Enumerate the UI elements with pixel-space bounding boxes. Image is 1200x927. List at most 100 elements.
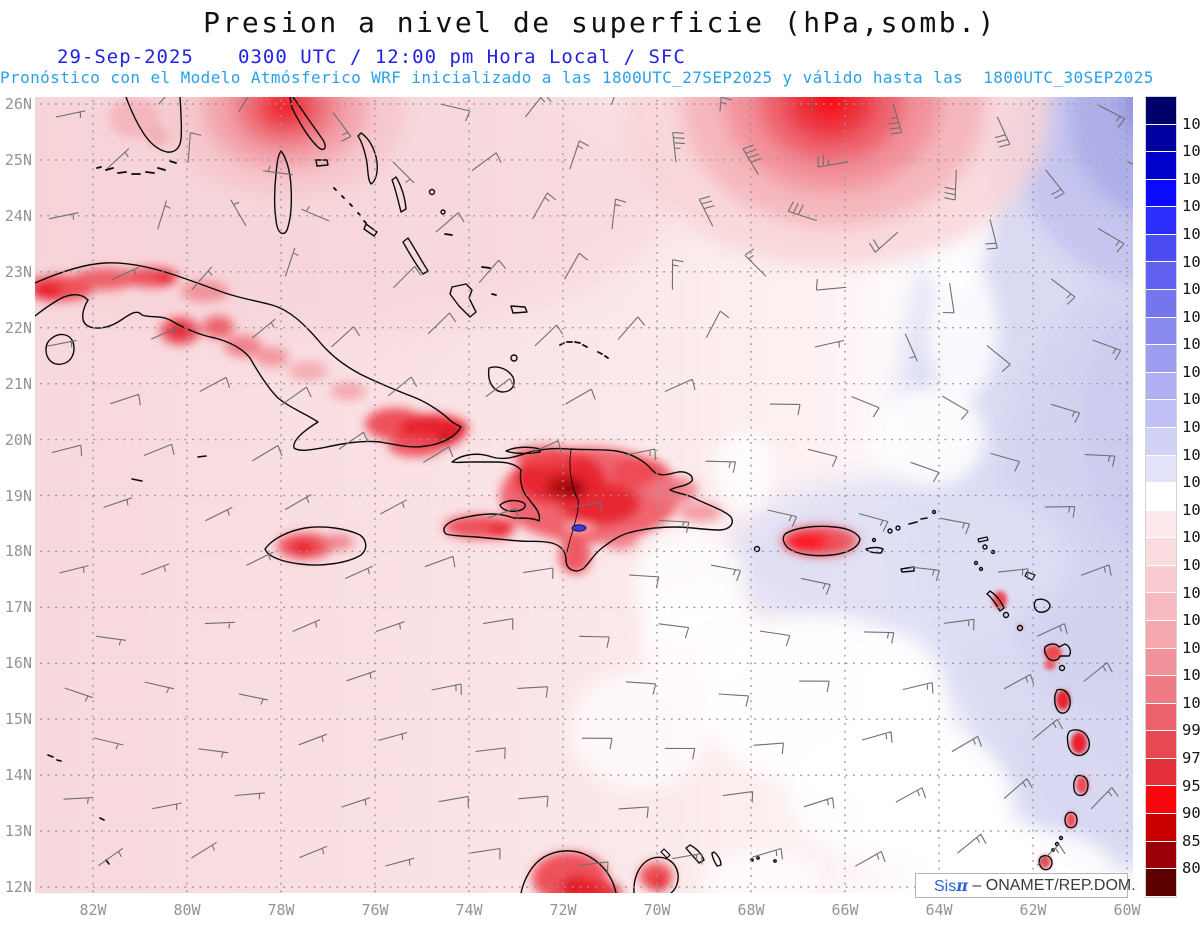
colorbar-tick-label: 970: [1182, 749, 1200, 768]
sispi-logo-text: Sis: [934, 877, 957, 895]
colorbar-tick-label: 1025: [1182, 252, 1200, 271]
colorbar-swatch: [1146, 372, 1176, 401]
colorbar-tick-label: 1004: [1182, 638, 1200, 657]
colorbar-tick-label: 950: [1182, 776, 1200, 795]
colorbar-swatch: [1146, 234, 1176, 263]
wind-barbs: [47, 97, 1133, 873]
lat-label: 21N: [4, 374, 32, 393]
lon-label: 62W: [1019, 901, 1047, 919]
lat-label: 20N: [4, 430, 32, 449]
lat-label: 17N: [4, 598, 32, 617]
colorbar-swatch: [1146, 345, 1176, 373]
pressure-colorbar: [1145, 96, 1177, 898]
lat-label: 22N: [4, 318, 32, 337]
coastlines: [35, 97, 1095, 893]
colorbar-tick-label: 1035: [1182, 169, 1200, 188]
colorbar-tick-label: 1020: [1182, 307, 1200, 326]
lat-label: 16N: [4, 654, 32, 673]
colorbar-swatch: [1146, 510, 1176, 539]
lat-label: 24N: [4, 206, 32, 225]
lat-label: 13N: [4, 822, 32, 841]
colorbar-tick-label: 1000: [1182, 693, 1200, 712]
colorbar-swatch: [1146, 620, 1176, 649]
colorbar-swatch: [1146, 400, 1176, 428]
lon-label: 60W: [1113, 901, 1141, 919]
colorbar-swatch: [1146, 841, 1176, 870]
colorbar-tick-label: 900: [1182, 804, 1200, 823]
colorbar-tick-label: 1015: [1182, 445, 1200, 464]
lat-label: 25N: [4, 150, 32, 169]
colorbar-swatch: [1146, 207, 1176, 235]
colorbar-swatch: [1146, 593, 1176, 621]
colorbar-swatch: [1146, 648, 1176, 677]
colorbar-tick-label: 1002: [1182, 666, 1200, 685]
colorbar-tick-label: 990: [1182, 721, 1200, 740]
colorbar-tick-label: 1014: [1182, 473, 1200, 492]
colorbar-swatch: [1146, 290, 1176, 318]
colorbar-tick-label: 1040: [1182, 142, 1200, 161]
lon-label: 68W: [737, 901, 765, 919]
colorbar-swatch: [1146, 869, 1176, 897]
colorbar-swatch: [1146, 124, 1176, 153]
colorbar-tick-label: 800: [1182, 859, 1200, 878]
colorbar-swatch: [1146, 455, 1176, 484]
colorbar-swatch: [1146, 179, 1176, 208]
colorbar-swatch: [1146, 538, 1176, 566]
lon-label: 78W: [267, 901, 295, 919]
lon-label: 64W: [925, 901, 953, 919]
lon-label: 80W: [173, 901, 201, 919]
colorbar-tick-label: 1018: [1182, 362, 1200, 381]
colorbar-swatch: [1146, 731, 1176, 759]
colorbar-tick-label: 1017: [1182, 390, 1200, 409]
colorbar-swatch: [1146, 565, 1176, 594]
colorbar-tick-label: 1013: [1182, 500, 1200, 519]
colorbar-swatch: [1146, 483, 1176, 511]
colorbar-tick-label: 850: [1182, 831, 1200, 850]
lat-label: 18N: [4, 542, 32, 561]
colorbar-swatch: [1146, 262, 1176, 291]
colorbar-swatch: [1146, 427, 1176, 456]
colorbar-tick-label: 1006: [1182, 611, 1200, 630]
colorbar-tick-label: 1050: [1182, 114, 1200, 133]
lat-label: 12N: [4, 878, 32, 897]
colorbar-swatch: [1146, 703, 1176, 732]
lon-label: 74W: [455, 901, 483, 919]
lat-label: 23N: [4, 262, 32, 281]
lon-label: 76W: [361, 901, 389, 919]
valid-date: 29-Sep-2025: [57, 46, 194, 68]
page-title: Presion a nivel de superficie (hPa,somb.…: [203, 6, 997, 39]
colorbar-tick-label: 1019: [1182, 335, 1200, 354]
colorbar-tick-label: 1022: [1182, 280, 1200, 299]
lat-label: 14N: [4, 766, 32, 785]
pi-icon: π: [956, 875, 968, 895]
org-label: – ONAMET/REP.DOM.: [967, 876, 1136, 894]
lon-label: 72W: [549, 901, 577, 919]
colorbar-tick-label: 1012: [1182, 528, 1200, 547]
lat-label: 15N: [4, 710, 32, 729]
colorbar-tick-label: 1008: [1182, 583, 1200, 602]
colorbar-swatch: [1146, 152, 1176, 180]
branding-box: Sisπ – ONAMET/REP.DOM.: [915, 873, 1136, 898]
colorbar-tick-label: 1028: [1182, 224, 1200, 243]
lon-label: 82W: [79, 901, 107, 919]
forecast-note: Pronóstico con el Modelo Atmósferico WRF…: [0, 68, 1154, 87]
colorbar-tick-label: 1030: [1182, 197, 1200, 216]
colorbar-swatch: [1146, 97, 1176, 125]
colorbar-swatch: [1146, 786, 1176, 815]
colorbar-tick-label: 1016: [1182, 418, 1200, 437]
lon-label: 70W: [643, 901, 671, 919]
colorbar-swatch: [1146, 676, 1176, 704]
lat-lon-grid: [40, 100, 1133, 893]
lon-label: 66W: [831, 901, 859, 919]
colorbar-swatch: [1146, 758, 1176, 787]
sispi-logo: Sisπ: [907, 858, 968, 914]
lat-label: 19N: [4, 486, 32, 505]
lat-label: 26N: [4, 95, 32, 113]
colorbar-swatch: [1146, 814, 1176, 842]
colorbar-swatch: [1146, 317, 1176, 346]
valid-time: 0300 UTC / 12:00 pm Hora Local / SFC: [238, 46, 686, 68]
